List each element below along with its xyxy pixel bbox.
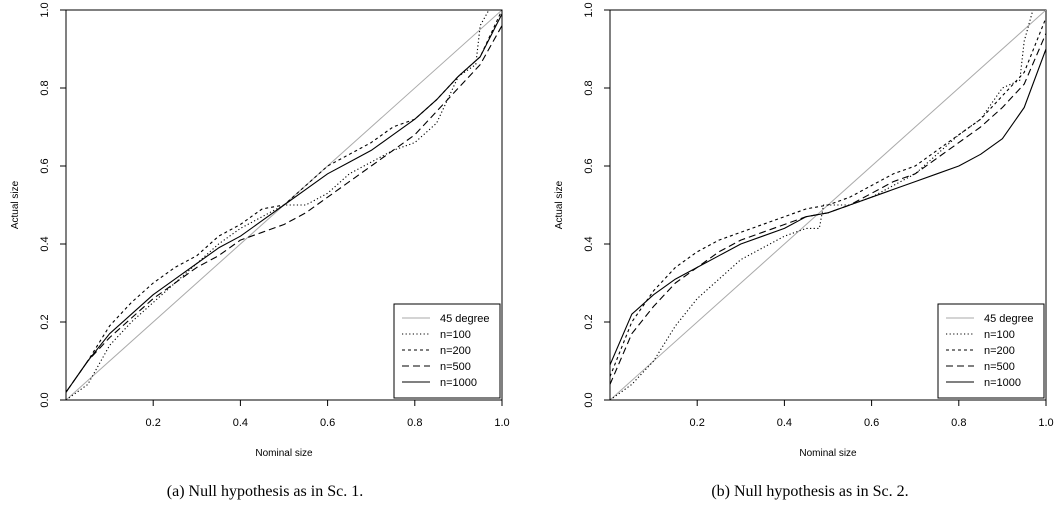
y-tick-label: 0.8: [583, 80, 595, 95]
figure-caption: (a) Null hypothesis as in Sc. 1.: [167, 483, 363, 500]
legend-entry: n=1000: [440, 377, 477, 389]
x-tick-label: 0.4: [777, 417, 792, 429]
legend-entry: n=100: [984, 329, 1015, 341]
series-group: [66, 10, 502, 400]
chart-panel-a: 0.2 0.4 0.6 0.8 1.0 0.0 0.2 0.4 0.6 0.8 1.0 Nominal…: [10, 2, 510, 500]
y-tick-label: 0.6: [39, 158, 51, 173]
y-tick-label: 0.8: [39, 80, 51, 95]
y-tick-label: 0.0: [583, 392, 595, 407]
series-line-n-100: [66, 10, 502, 400]
y-tick-label: 0.2: [583, 314, 595, 329]
x-axis-label: Nominal size: [255, 448, 313, 459]
y-tick-label: 0.0: [39, 392, 51, 407]
legend-entry: n=500: [984, 361, 1015, 373]
plot-frame: [609, 9, 1047, 401]
legend-entry: 45 degree: [440, 313, 490, 325]
plot-frame: [65, 9, 503, 401]
x-tick-label: 0.2: [146, 417, 161, 429]
series-line-n-500: [66, 25, 502, 393]
legend-entry: n=1000: [984, 377, 1021, 389]
x-tick-label: 0.6: [320, 417, 335, 429]
series-line-n-1000: [610, 48, 1046, 366]
legend-entry: n=200: [440, 345, 471, 357]
series-line-n-1000: [66, 13, 502, 393]
x-axis-label: Nominal size: [799, 448, 857, 459]
y-axis-label: Actual size: [554, 180, 565, 229]
y-tick-label: 0.6: [583, 158, 595, 173]
x-tick-label: 0.8: [407, 417, 422, 429]
x-tick-label: 1.0: [1038, 417, 1053, 429]
legend-entry: 45 degree: [984, 313, 1034, 325]
y-axis-label: Actual size: [10, 180, 21, 229]
legend: 45 degree n=100 n=200 n=500 n=1000: [393, 303, 501, 399]
legend-entry: n=500: [440, 361, 471, 373]
x-tick-label: 0.8: [951, 417, 966, 429]
series-group: [610, 10, 1046, 400]
y-tick-label: 0.4: [39, 236, 51, 251]
x-tick-label: 0.6: [864, 417, 879, 429]
y-tick-label: 0.2: [39, 314, 51, 329]
y-tick-label: 1.0: [39, 2, 51, 17]
legend-entry: n=200: [984, 345, 1015, 357]
legend-entry: n=100: [440, 329, 471, 341]
figure-caption: (b) Null hypothesis as in Sc. 2.: [711, 483, 908, 500]
series-line-n-200: [610, 17, 1046, 377]
x-tick-label: 0.2: [690, 417, 705, 429]
x-tick-label: 0.4: [233, 417, 248, 429]
legend: 45 degree n=100 n=200 n=500 n=1000: [937, 303, 1045, 399]
y-tick-label: 1.0: [583, 2, 595, 17]
y-tick-label: 0.4: [583, 236, 595, 251]
chart-panel-b: 0.2 0.4 0.6 0.8 1.0 0.0 0.2 0.4 0.6 0.8 1.0 Nominal…: [554, 2, 1054, 500]
x-tick-label: 1.0: [494, 417, 509, 429]
